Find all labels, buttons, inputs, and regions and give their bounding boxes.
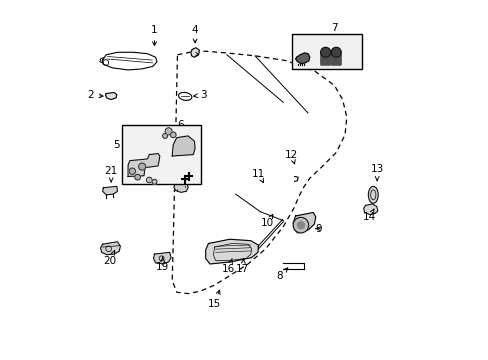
FancyBboxPatch shape [330, 53, 341, 66]
Text: 15: 15 [207, 290, 221, 309]
Polygon shape [172, 136, 195, 156]
Ellipse shape [367, 186, 377, 203]
Text: 19: 19 [156, 257, 169, 273]
Polygon shape [128, 154, 160, 176]
Text: 5: 5 [113, 140, 133, 150]
Text: 11: 11 [251, 168, 264, 183]
Circle shape [320, 48, 330, 57]
Polygon shape [363, 204, 377, 215]
Text: 18: 18 [175, 163, 188, 180]
Circle shape [293, 217, 308, 233]
Polygon shape [190, 48, 199, 57]
Polygon shape [205, 239, 258, 264]
Polygon shape [101, 242, 120, 255]
Circle shape [165, 128, 172, 135]
Text: 1: 1 [151, 25, 158, 46]
Text: 21: 21 [104, 166, 118, 182]
Polygon shape [174, 183, 188, 192]
Polygon shape [295, 53, 309, 64]
Circle shape [330, 48, 341, 57]
Polygon shape [293, 212, 315, 233]
Circle shape [139, 163, 145, 170]
Text: 20: 20 [103, 251, 116, 266]
Text: 16: 16 [222, 258, 235, 274]
Circle shape [152, 179, 157, 184]
Text: 2: 2 [87, 90, 103, 100]
Polygon shape [105, 93, 117, 100]
Polygon shape [153, 252, 171, 264]
Text: 7: 7 [330, 23, 337, 39]
Text: 10: 10 [260, 215, 273, 228]
Circle shape [135, 174, 140, 180]
FancyBboxPatch shape [122, 125, 201, 184]
Circle shape [163, 134, 167, 138]
Text: 17: 17 [236, 258, 249, 274]
Text: 4: 4 [191, 25, 198, 43]
Circle shape [146, 177, 152, 183]
Text: 3: 3 [193, 90, 207, 100]
Text: 12: 12 [284, 150, 298, 164]
Circle shape [170, 132, 176, 138]
Text: 13: 13 [370, 165, 383, 180]
Circle shape [297, 222, 304, 229]
Text: 8: 8 [276, 268, 287, 281]
Text: 14: 14 [363, 209, 376, 222]
Text: 9: 9 [315, 224, 321, 234]
Polygon shape [102, 186, 117, 195]
Text: 6: 6 [172, 120, 184, 130]
FancyBboxPatch shape [292, 33, 361, 68]
Circle shape [129, 168, 135, 174]
FancyBboxPatch shape [320, 53, 330, 66]
